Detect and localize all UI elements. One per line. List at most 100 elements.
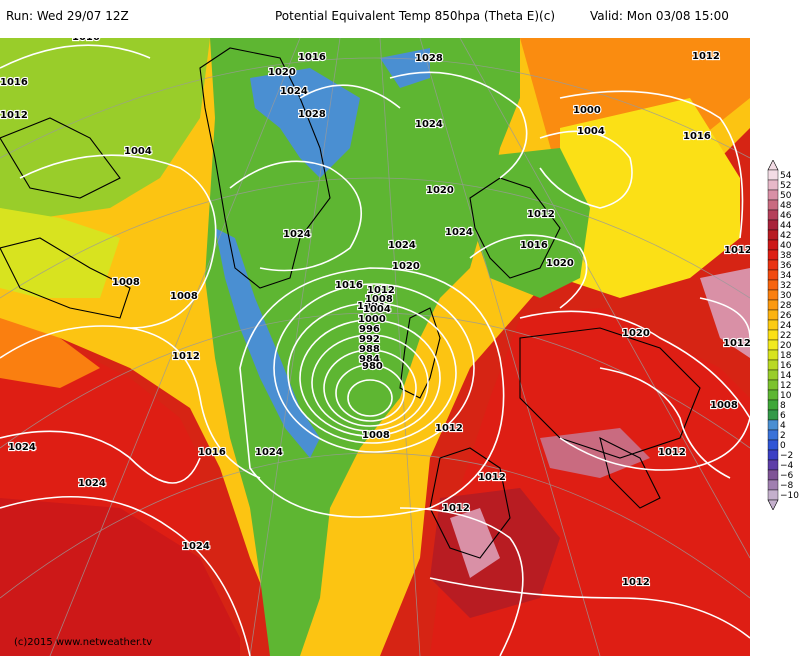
- isobar-label: 1008: [112, 277, 140, 288]
- isobar-label: 1012: [435, 423, 463, 434]
- isobar-label: 1016: [335, 280, 363, 291]
- isobar-label: 1020: [622, 328, 650, 339]
- isobar-label: 1016: [0, 77, 28, 88]
- graticule: [0, 38, 750, 656]
- legend-swatch: [767, 309, 779, 321]
- legend-tick-label: 14: [780, 371, 792, 381]
- isobar-label: 1024: [255, 447, 283, 458]
- isobar-label: 1016: [198, 447, 226, 458]
- map-header: Run: Wed 29/07 12Z Potential Equivalent …: [0, 0, 800, 38]
- isobar-label: 1004: [363, 304, 391, 315]
- legend-swatch: [767, 429, 779, 441]
- isobar-label: 1004: [577, 126, 605, 137]
- legend-tick-label: 0: [780, 441, 786, 451]
- legend-tick-label: 22: [780, 331, 791, 341]
- legend-tick-label: 10: [780, 391, 792, 401]
- isobar-label: 1020: [546, 258, 574, 269]
- legend-labels: 5452504846444240383634323028262422201816…: [780, 171, 799, 501]
- isobar-label: 980: [362, 361, 383, 372]
- legend-swatch: [767, 319, 779, 331]
- isobar-label: 1008: [710, 400, 738, 411]
- isobar-label: 1024: [280, 86, 308, 97]
- field-greenlight-west: [0, 208, 120, 298]
- legend-min-arrow: [767, 499, 779, 510]
- legend-swatch: [767, 439, 779, 451]
- legend-tick-label: 28: [780, 301, 792, 311]
- isobar-label: 1008: [365, 294, 393, 305]
- legend-tick-label: 20: [780, 341, 792, 351]
- legend-max-arrow: [767, 160, 779, 171]
- legend-tick-label: −10: [780, 491, 799, 501]
- isobar-label: 1012: [478, 472, 506, 483]
- isobar-label: 1016: [683, 131, 711, 142]
- legend-tick-label: 38: [780, 251, 792, 261]
- valid-time-label: Valid: Mon 03/08 15:00: [590, 9, 729, 23]
- legend-swatch: [767, 409, 779, 421]
- field-blue-tongue: [215, 228, 320, 458]
- legend-swatch: [767, 169, 779, 181]
- legend-tick-label: −4: [780, 461, 794, 471]
- legend-tick-label: 42: [780, 231, 791, 241]
- isobar-label: 1012: [442, 503, 470, 514]
- isobar-label: 1028: [415, 53, 443, 64]
- legend-tick-label: 44: [780, 221, 792, 231]
- color-scale-legend: 5452504846444240383634323028262422201816…: [767, 160, 799, 510]
- isobar-label: 1024: [8, 442, 36, 453]
- legend-swatch: [767, 399, 779, 411]
- legend-swatch: [767, 369, 779, 381]
- isobar-label: 1004: [357, 301, 385, 312]
- legend-swatch: [767, 349, 779, 361]
- isobar-label: 1016: [520, 240, 548, 251]
- legend-tick-label: 34: [780, 271, 792, 281]
- isobar-label: 1020: [392, 261, 420, 272]
- isobar-label: 1024: [388, 240, 416, 251]
- legend-swatch: [767, 359, 779, 371]
- isobar-label: 1012: [724, 245, 750, 256]
- legend-swatch: [767, 389, 779, 401]
- legend-tick-label: 30: [780, 291, 792, 301]
- legend-tick-label: −8: [780, 481, 794, 491]
- isobar-label: 1008: [362, 430, 390, 441]
- isobar-label: 988: [359, 344, 380, 355]
- legend-swatch: [767, 179, 779, 191]
- legend-tick-label: 8: [780, 401, 786, 411]
- isobar-label: 1024: [445, 227, 473, 238]
- isobar-label: 1012: [172, 351, 200, 362]
- isobar-label: 1000: [358, 314, 386, 325]
- legend-swatch: [767, 189, 779, 201]
- isobar-label: 1008: [170, 291, 198, 302]
- isobar-label: 1000: [573, 105, 601, 116]
- legend-tick-label: 40: [780, 241, 792, 251]
- field-red-lower-west: [0, 498, 240, 656]
- isobar-label: 1016: [298, 52, 326, 63]
- isobar-label: 1012: [622, 577, 650, 588]
- field-green-scandinavia: [470, 148, 590, 298]
- isobar-label: 1012: [0, 110, 28, 121]
- legend-swatch: [767, 259, 779, 271]
- legend-tick-label: 4: [780, 421, 786, 431]
- legend-tick-label: 12: [780, 381, 791, 391]
- isobar-label: 992: [359, 334, 380, 345]
- legend-swatch: [767, 299, 779, 311]
- isobars: [0, 44, 750, 656]
- legend-swatch: [767, 419, 779, 431]
- isobar-label: 1016: [72, 38, 100, 43]
- isobar-label: 1024: [415, 119, 443, 130]
- legend-tick-label: 36: [780, 261, 792, 271]
- legend-swatch: [767, 469, 779, 481]
- isobar-label: 1020: [268, 67, 296, 78]
- legend-swatch: [767, 459, 779, 471]
- isobar-label: 996: [359, 324, 380, 335]
- legend-tick-label: 6: [780, 411, 786, 421]
- field-green-north-west: [0, 38, 210, 218]
- legend-swatch: [767, 209, 779, 221]
- legend-swatch: [767, 219, 779, 231]
- legend-tick-label: 18: [780, 351, 792, 361]
- legend-tick-label: −2: [780, 451, 793, 461]
- legend-tick-label: 26: [780, 311, 792, 321]
- legend-tick-label: 52: [780, 181, 791, 191]
- legend-swatch: [767, 329, 779, 341]
- isobar-label: 1024: [78, 478, 106, 489]
- field-hot-spots-3: [450, 508, 500, 578]
- isobar-label: 1004: [124, 146, 152, 157]
